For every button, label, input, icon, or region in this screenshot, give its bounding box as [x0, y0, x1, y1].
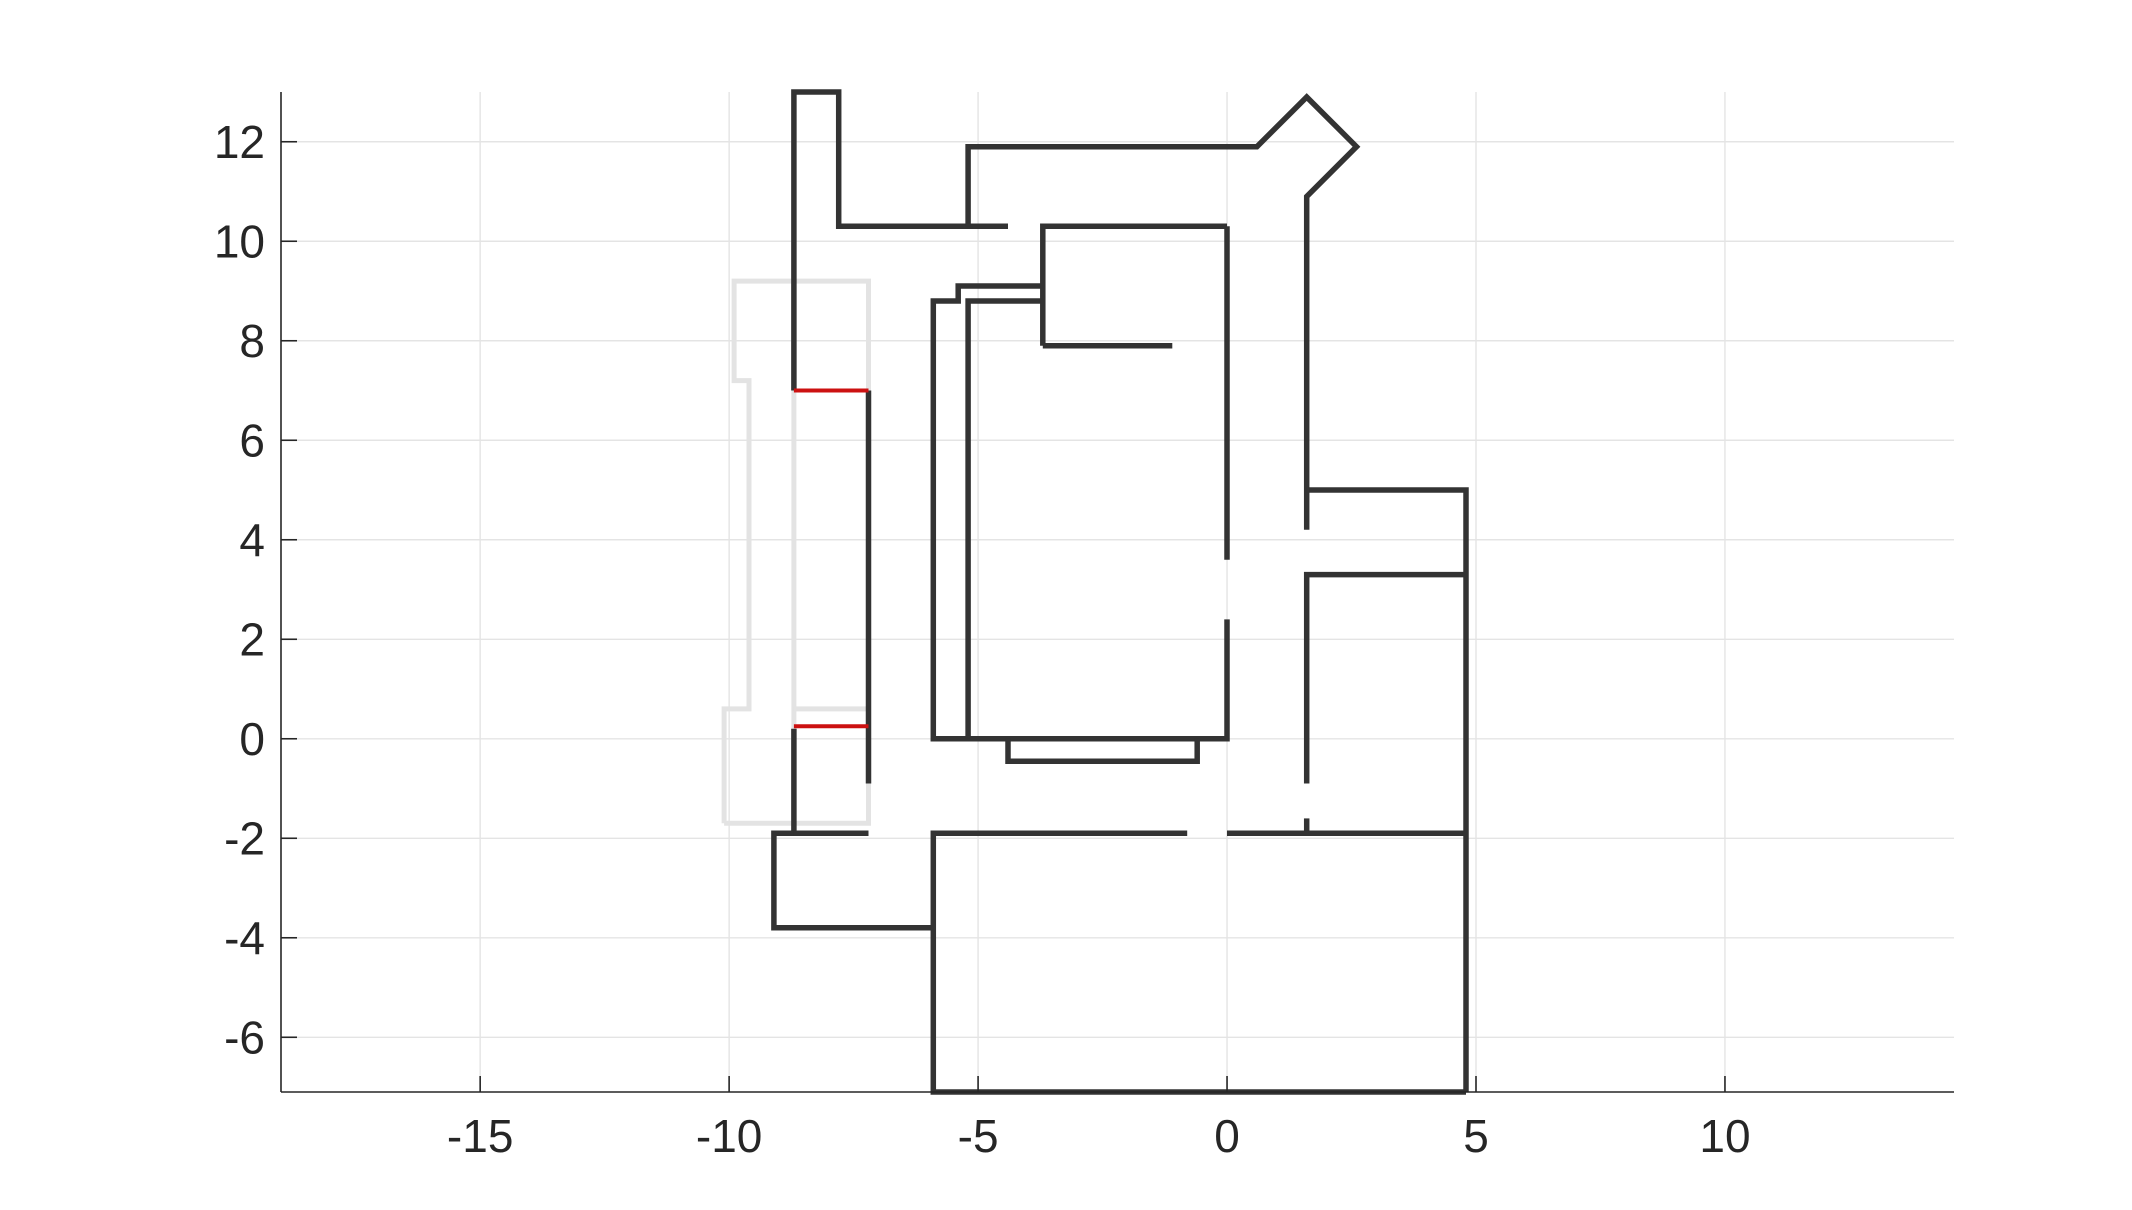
walls-line	[1040, 223, 1227, 346]
walls-line	[930, 283, 1230, 742]
walls-line	[1306, 487, 1469, 1092]
walls-line	[791, 728, 869, 837]
walls-line	[930, 830, 1466, 1095]
y-tick-label: -2	[224, 812, 265, 864]
series-layer	[721, 89, 1469, 1095]
axes	[280, 92, 1954, 1093]
walls-series	[771, 89, 1469, 1095]
walls-line	[965, 298, 1043, 739]
tick-labels: -15 -10 -5 0 5 10 -6 -4 -2 0 2 4 6 8 10 12	[214, 116, 1751, 1162]
x-tick-label: -5	[958, 1110, 999, 1162]
y-tick-label: 0	[239, 713, 265, 765]
y-tick-label: 12	[214, 116, 265, 168]
y-tick-label: -4	[224, 912, 265, 964]
walls-line	[965, 93, 1361, 530]
y-tick-label: 8	[239, 315, 265, 367]
ticks	[281, 140, 1726, 1092]
grid	[281, 92, 1954, 1092]
y-tick-label: -6	[224, 1011, 265, 1063]
y-tick-label: 10	[214, 215, 265, 267]
y-tick-label: 4	[239, 514, 265, 566]
walls-line	[1005, 738, 1200, 764]
y-tick-label: 6	[239, 414, 265, 466]
x-tick-label: 0	[1214, 1110, 1240, 1162]
x-tick-label: -15	[447, 1110, 513, 1162]
x-tick-label: 10	[1699, 1110, 1750, 1162]
x-tick-label: -10	[696, 1110, 762, 1162]
walls-line	[771, 830, 934, 931]
x-tick-label: 5	[1463, 1110, 1489, 1162]
y-tick-label: 2	[239, 613, 265, 665]
highlight-series	[793, 388, 869, 729]
walls-line	[1303, 571, 1466, 784]
walls-line	[791, 89, 1008, 391]
